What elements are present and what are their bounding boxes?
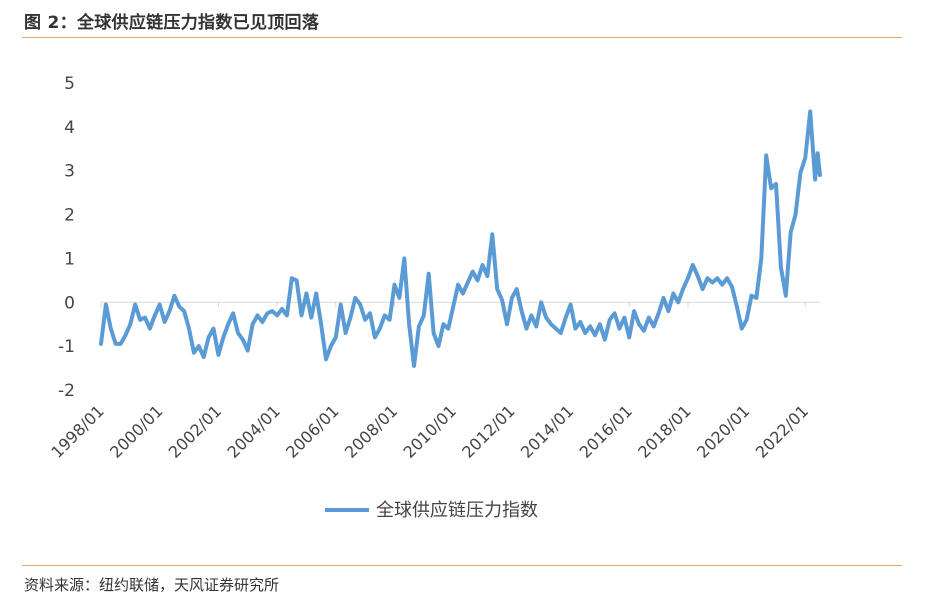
legend-label: 全球供应链压力指数 bbox=[376, 500, 538, 521]
x-axis-tick-labels: 1998/012000/012002/012004/012006/012008/… bbox=[47, 401, 812, 461]
y-tick-label: 5 bbox=[64, 74, 75, 94]
x-tick-label: 2018/01 bbox=[634, 401, 694, 461]
x-tick-label: 2016/01 bbox=[576, 401, 636, 461]
source-note: 资料来源：纽约联储，天风证券研究所 bbox=[24, 576, 280, 594]
x-tick-label: 2004/01 bbox=[223, 401, 283, 461]
x-tick-label: 2012/01 bbox=[458, 401, 518, 461]
y-tick-label: 3 bbox=[64, 162, 75, 182]
y-tick-label: 1 bbox=[64, 249, 75, 269]
x-tick-label: 2008/01 bbox=[341, 401, 401, 461]
x-tick-label: 2002/01 bbox=[165, 401, 225, 461]
x-tick-label: 1998/01 bbox=[47, 401, 107, 461]
x-tick-label: 2000/01 bbox=[106, 401, 166, 461]
y-axis-tick-labels: 5 4 3 2 1 0 -1 -2 bbox=[58, 74, 75, 401]
x-tick-label: 2020/01 bbox=[693, 401, 753, 461]
y-tick-label: 4 bbox=[64, 118, 75, 138]
legend: 全球供应链压力指数 bbox=[325, 500, 538, 521]
y-tick-label: 2 bbox=[64, 206, 75, 226]
x-tick-label: 2014/01 bbox=[517, 401, 577, 461]
x-tick-label: 2022/01 bbox=[752, 401, 812, 461]
y-tick-label: -2 bbox=[58, 381, 75, 401]
x-tick-label: 2010/01 bbox=[400, 401, 460, 461]
figure-title: 图 2：全球供应链压力指数已见顶回落 bbox=[24, 13, 320, 33]
title-divider bbox=[22, 37, 902, 38]
footer-divider bbox=[22, 565, 902, 566]
y-tick-label: -1 bbox=[58, 337, 75, 357]
x-tick-label: 2006/01 bbox=[282, 401, 342, 461]
series-line-supply-chain-pressure bbox=[99, 109, 822, 368]
y-tick-label: 0 bbox=[64, 293, 75, 313]
